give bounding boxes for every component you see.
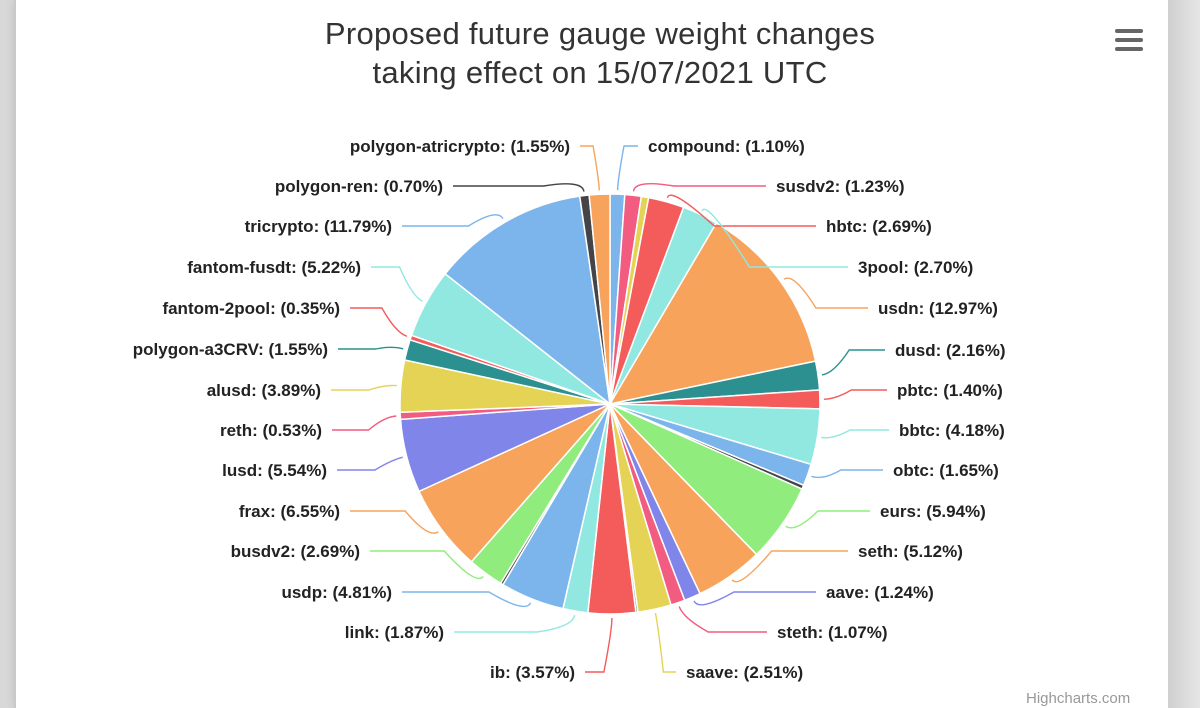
connector-obtc bbox=[811, 469, 883, 479]
data-label-3pool: 3pool: (2.70%) bbox=[858, 258, 973, 277]
connector-reth bbox=[332, 415, 397, 431]
pie-slice-polygon-atricrypto[interactable] bbox=[588, 193, 611, 405]
data-label-polygon-atricrypto: polygon-atricrypto: (1.55%) bbox=[350, 137, 570, 156]
connector-fantom-2pool bbox=[350, 307, 408, 337]
data-label-polygon-ren: polygon-ren: (0.70%) bbox=[275, 177, 443, 196]
connector-polygon-a3CRV bbox=[338, 346, 404, 350]
data-label-aave: aave: (1.24%) bbox=[826, 583, 934, 602]
pie-slice-tricrypto[interactable] bbox=[444, 195, 611, 405]
window-edge bbox=[1168, 0, 1200, 708]
hamburger-icon bbox=[1115, 29, 1143, 33]
connector-bbtc bbox=[821, 429, 889, 439]
data-label-alusd: alusd: (3.89%) bbox=[207, 381, 321, 400]
connector-ib bbox=[585, 617, 613, 673]
connector-seth bbox=[731, 550, 848, 583]
data-label-bbtc: bbtc: (4.18%) bbox=[899, 421, 1005, 440]
connector-lusd bbox=[337, 456, 403, 471]
connector-polygon-atricrypto bbox=[580, 145, 600, 191]
data-label-dusd: dusd: (2.16%) bbox=[895, 341, 1006, 360]
data-label-seth: seth: (5.12%) bbox=[858, 542, 963, 561]
connector-busdv2 bbox=[370, 550, 484, 580]
connector-hbtc bbox=[666, 194, 816, 227]
data-label-lusd: lusd: (5.54%) bbox=[222, 461, 327, 480]
data-label-frax: frax: (6.55%) bbox=[239, 502, 340, 521]
data-label-usdp: usdp: (4.81%) bbox=[281, 583, 392, 602]
data-label-saave: saave: (2.51%) bbox=[686, 663, 803, 682]
data-label-compound: compound: (1.10%) bbox=[648, 137, 805, 156]
context-menu-button[interactable] bbox=[1111, 26, 1145, 56]
data-label-susdv2: susdv2: (1.23%) bbox=[776, 177, 905, 196]
connector-eurs bbox=[785, 510, 870, 529]
connector-saave bbox=[654, 612, 676, 673]
data-label-busdv2: busdv2: (2.69%) bbox=[231, 542, 360, 561]
connector-steth bbox=[678, 606, 767, 633]
connector-3pool bbox=[701, 208, 848, 268]
connector-frax bbox=[350, 510, 439, 534]
connector-pbtc bbox=[823, 389, 887, 400]
data-label-fantom-2pool: fantom-2pool: (0.35%) bbox=[162, 299, 340, 318]
connector-polygon-ren bbox=[453, 183, 585, 192]
connector-compound bbox=[616, 145, 638, 191]
connector-fantom-fusdt bbox=[371, 266, 423, 302]
data-label-hbtc: hbtc: (2.69%) bbox=[826, 217, 932, 236]
connector-usdn bbox=[783, 277, 868, 309]
connector-tricrypto bbox=[402, 214, 504, 227]
connector-link bbox=[454, 614, 576, 633]
data-label-eurs: eurs: (5.94%) bbox=[880, 502, 986, 521]
connector-alusd bbox=[331, 384, 397, 391]
data-label-link: link: (1.87%) bbox=[345, 623, 444, 642]
highcharts-credits-link[interactable]: Highcharts.com bbox=[1026, 690, 1131, 707]
data-label-usdn: usdn: (12.97%) bbox=[878, 299, 998, 318]
data-label-ib: ib: (3.57%) bbox=[490, 663, 575, 682]
chart-title: Proposed future gauge weight changes bbox=[324, 16, 876, 51]
connector-susdv2 bbox=[632, 182, 766, 192]
connector-aave bbox=[693, 591, 816, 606]
data-label-reth: reth: (0.53%) bbox=[220, 421, 322, 440]
data-label-steth: steth: (1.07%) bbox=[777, 623, 888, 642]
pie-slice-usdn[interactable] bbox=[609, 222, 817, 405]
data-label-tricrypto: tricrypto: (11.79%) bbox=[245, 217, 392, 236]
data-label-pbtc: pbtc: (1.40%) bbox=[897, 381, 1003, 400]
chart-title-line-2: taking effect on 15/07/2021 UTC bbox=[372, 55, 828, 90]
data-label-obtc: obtc: (1.65%) bbox=[893, 461, 999, 480]
data-label-polygon-a3CRV: polygon-a3CRV: (1.55%) bbox=[133, 340, 328, 359]
connector-usdp bbox=[402, 591, 532, 608]
data-label-fantom-fusdt: fantom-fusdt: (5.22%) bbox=[187, 258, 361, 277]
connector-dusd bbox=[821, 349, 885, 376]
